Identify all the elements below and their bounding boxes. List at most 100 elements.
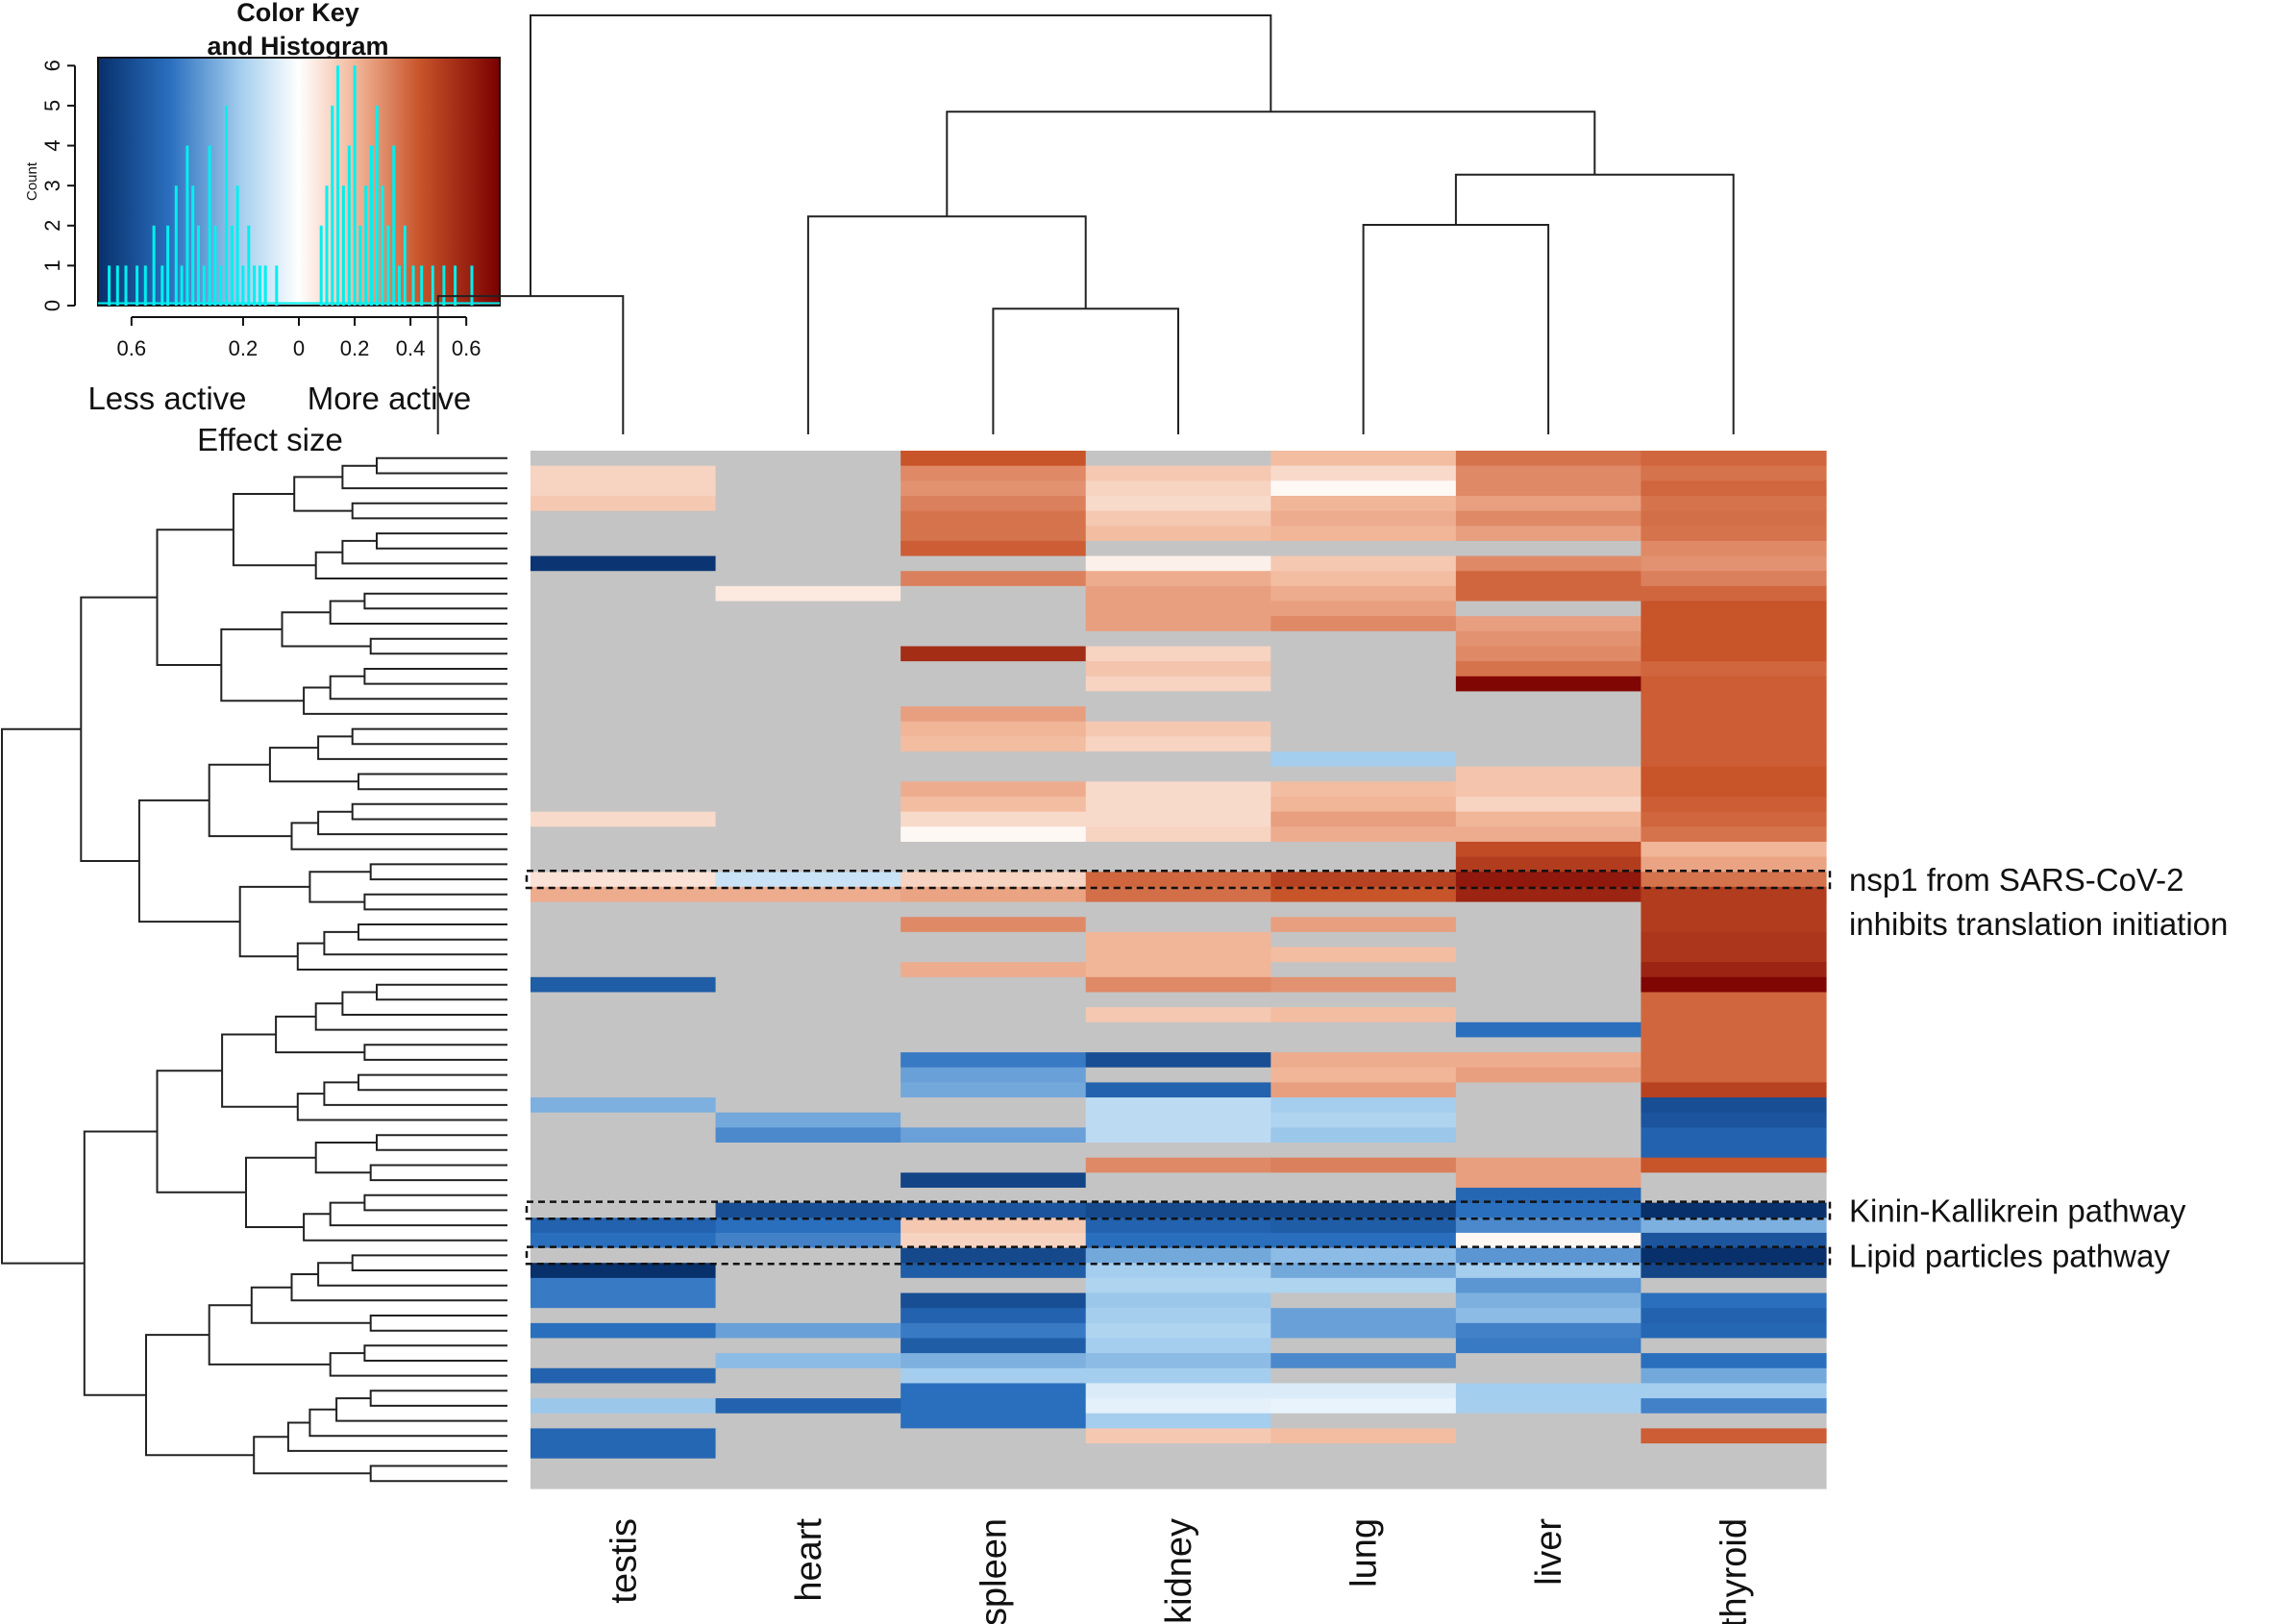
heatmap-cell	[1271, 901, 1457, 918]
heatmap-cell	[1271, 1021, 1457, 1039]
annotation-label-line2: inhibits translation initiation	[1849, 906, 2228, 942]
heatmap-cell	[1641, 571, 1827, 587]
heatmap-cell	[530, 601, 717, 617]
heatmap-cell	[530, 1187, 717, 1204]
effect-size-label: Effect size	[197, 422, 343, 457]
dendrogram-branch	[358, 923, 507, 941]
dendrogram-branch	[314, 551, 507, 579]
heatmap-cell	[530, 1218, 717, 1234]
heatmap-cell	[1455, 1067, 1642, 1083]
heatmap-cell	[1271, 1292, 1457, 1309]
heatmap-cell	[715, 811, 901, 827]
heatmap-cell	[530, 1383, 717, 1399]
x-tick-label: 0.4	[396, 336, 426, 360]
heatmap-cell	[715, 1383, 901, 1399]
heatmap-cell	[1271, 1232, 1457, 1249]
heatmap-cell	[715, 1263, 901, 1279]
heatmap-cell	[530, 872, 717, 888]
heatmap-cell	[901, 1398, 1087, 1415]
heatmap-cell	[901, 1413, 1087, 1429]
heatmap-cell	[1641, 691, 1827, 707]
dendrogram-branch	[220, 627, 305, 702]
heatmap-cell	[1271, 931, 1457, 948]
heatmap-cell	[715, 1082, 901, 1098]
heatmap-cell	[530, 661, 717, 677]
heatmap-cell	[1455, 601, 1642, 617]
dendrogram-branch	[369, 863, 507, 881]
heatmap-cell	[1641, 676, 1827, 693]
heatmap-cell	[1085, 1458, 1271, 1474]
column-label-heart: heart	[789, 1518, 829, 1602]
heatmap-cell	[530, 706, 717, 723]
heatmap-cell	[715, 1308, 901, 1324]
heatmap-cell	[530, 1157, 717, 1173]
heatmap-cell	[1085, 962, 1271, 978]
heatmap-cell	[1641, 736, 1827, 752]
heatmap-cell	[715, 856, 901, 873]
y-tick-label: 3	[40, 180, 64, 191]
heatmap-cell	[1085, 1157, 1271, 1173]
heatmap-cell	[1641, 510, 1827, 527]
color-key-y-label: Count	[24, 161, 40, 201]
heatmap-cell	[1085, 931, 1271, 948]
heatmap-cell	[1271, 1037, 1457, 1053]
heatmap-cell	[1641, 976, 1827, 994]
heatmap-cell	[901, 931, 1087, 948]
heatmap-cell	[1085, 1322, 1271, 1340]
dendrogram-branch	[363, 1344, 507, 1362]
heatmap-cell	[1085, 1187, 1271, 1204]
x-tick-label: 0.2	[229, 336, 259, 360]
heatmap-cell	[1641, 1097, 1827, 1114]
heatmap-cell	[901, 1292, 1087, 1309]
heatmap-cell	[901, 1218, 1087, 1234]
heatmap-cell	[530, 751, 717, 768]
heatmap-cell	[1455, 451, 1642, 467]
heatmap-cell	[1641, 1172, 1827, 1189]
dendrogram-branch	[290, 822, 507, 850]
heatmap-cell	[530, 526, 717, 542]
dendrogram-branch	[369, 1164, 507, 1182]
heatmap-cell	[901, 1308, 1087, 1324]
heatmap-cell	[1455, 1413, 1642, 1429]
heatmap-cell	[530, 691, 717, 707]
heatmap-cell	[1641, 1473, 1827, 1489]
heatmap-cell	[901, 1383, 1087, 1399]
color-key-histogram	[98, 65, 500, 306]
heatmap-cell	[1085, 1172, 1271, 1189]
heatmap-cell	[715, 1277, 901, 1294]
heatmap-cell	[715, 781, 901, 798]
heatmap-cell	[901, 676, 1087, 693]
heatmap-cell	[901, 1097, 1087, 1114]
dendrogram-branch	[245, 1156, 316, 1228]
x-tick-label: 0	[293, 336, 305, 360]
heatmap-cell	[1085, 510, 1271, 527]
dendrogram-branch	[329, 1352, 507, 1377]
dendrogram-branch	[1, 727, 85, 1265]
heatmap-cell	[1271, 1247, 1457, 1264]
heatmap-cell	[715, 1367, 901, 1385]
heatmap-cell	[530, 1247, 717, 1264]
heatmap-cell	[901, 540, 1087, 557]
heatmap-cell	[530, 781, 717, 798]
heatmap-cell	[715, 917, 901, 933]
heatmap-cell	[1641, 451, 1827, 467]
color-key-title-line1: Color Key	[236, 0, 359, 27]
heatmap-cell	[1455, 931, 1642, 948]
column-label-spleen: spleen	[974, 1518, 1014, 1624]
heatmap-cell	[901, 721, 1087, 737]
dendrogram-branch	[303, 686, 507, 715]
heatmap-cell	[1455, 1458, 1642, 1474]
heatmap-cell	[530, 630, 717, 648]
heatmap-cell	[1641, 616, 1827, 632]
heatmap-cell	[1271, 1202, 1457, 1218]
heatmap-cell	[1641, 585, 1827, 603]
heatmap-cell	[530, 1458, 717, 1474]
heatmap-cell	[715, 1247, 901, 1264]
heatmap-cell	[1085, 451, 1271, 467]
heatmap-cell	[1455, 1292, 1642, 1309]
heatmap-cell	[1271, 1443, 1457, 1460]
heatmap-cell	[715, 931, 901, 948]
heatmap-cell	[1641, 495, 1827, 512]
heatmap-cell	[1085, 1292, 1271, 1309]
heatmap-cell	[1641, 1007, 1827, 1023]
